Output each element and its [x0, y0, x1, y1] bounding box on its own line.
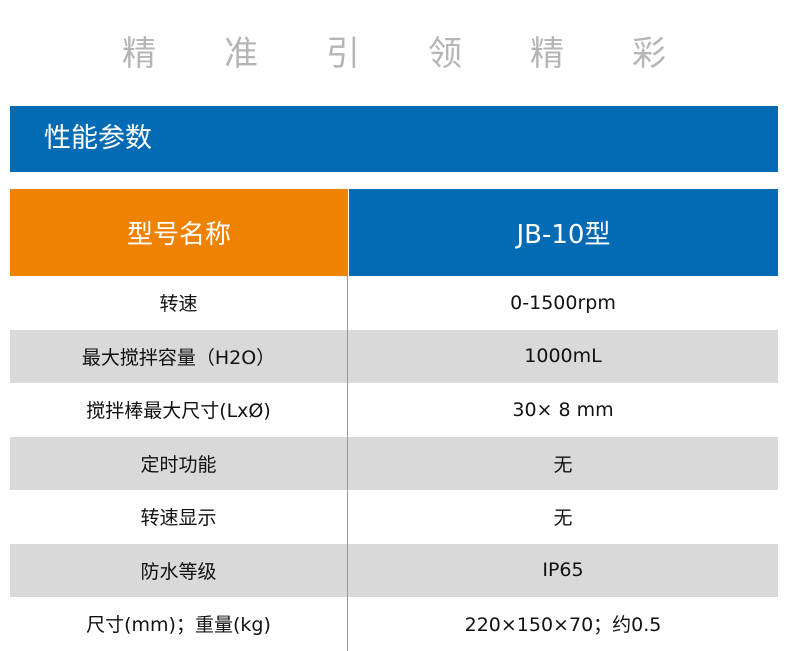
slogan-char: 引: [326, 34, 360, 74]
spec-value: 无: [553, 453, 573, 476]
spec-value: 220×150×70；约0.5: [464, 614, 662, 637]
slogan-char: 彩: [632, 34, 666, 74]
spec-value: 无: [553, 507, 573, 530]
spec-name: 最大搅拌容量（H2O）: [10, 329, 348, 383]
table-row: 尺寸(mm)；重量(kg) 220×150×70；约0.5: [10, 597, 778, 651]
spec-table: 型号名称 JB-10型 转速 0-1500rpm 最大搅拌容量（H2O） 1000m…: [10, 189, 778, 651]
spec-value: 0-1500rpm: [510, 291, 616, 314]
spec-value: 30× 8 mm: [512, 398, 614, 421]
spec-name: 搅拌棒最大尺寸(LxØ): [10, 383, 348, 437]
header-model: JB-10型: [349, 189, 778, 276]
table-row: 转速显示 无: [10, 490, 778, 544]
table-row: 防水等级 IP65: [10, 543, 778, 597]
table-row: 最大搅拌容量（H2O） 1000mL: [10, 329, 778, 383]
spec-name: 定时功能: [10, 436, 348, 490]
slogan-char: 精: [122, 34, 156, 74]
slogan: 精 准 引 领 精 彩: [0, 26, 788, 75]
spec-value: 1000mL: [524, 345, 602, 368]
table-row: 搅拌棒最大尺寸(LxØ) 30× 8 mm: [10, 383, 778, 437]
spec-name: 转速显示: [10, 490, 348, 544]
header-label: 型号名称: [10, 189, 348, 276]
slogan-char: 领: [428, 34, 462, 74]
table-header: 型号名称 JB-10型: [10, 189, 778, 276]
spec-value: IP65: [542, 559, 584, 582]
slogan-char: 准: [224, 34, 258, 74]
slogan-char: 精: [530, 34, 564, 74]
table-row: 转速 0-1500rpm: [10, 276, 778, 330]
section-title: 性能参数: [10, 106, 778, 172]
table-row: 定时功能 无: [10, 436, 778, 490]
spec-name: 转速: [10, 276, 348, 330]
spec-name: 尺寸(mm)；重量(kg): [10, 597, 348, 651]
spec-name: 防水等级: [10, 543, 348, 597]
